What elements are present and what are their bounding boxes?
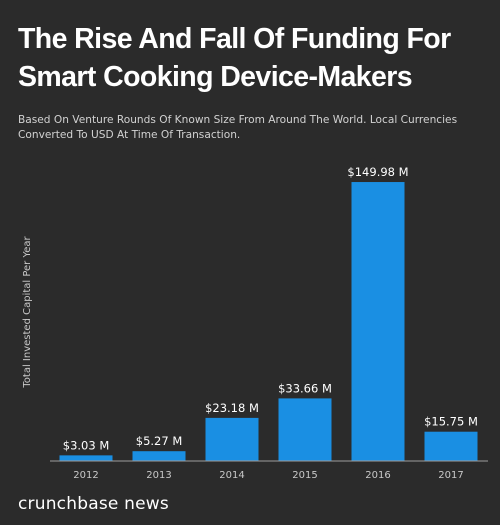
data-label-2012: $3.03 M — [63, 438, 110, 452]
bar-2015 — [278, 398, 332, 461]
x-tick-label-2017: 2017 — [438, 470, 463, 481]
chart-subtitle: Based On Venture Rounds Of Known Size Fr… — [18, 114, 458, 141]
x-tick-label-2014: 2014 — [219, 470, 244, 481]
data-label-2013: $5.27 M — [136, 434, 183, 448]
labels-layer: $3.03 M 2012 $5.27 M 2013 $23.18 M 2014 $33.66… — [63, 165, 478, 481]
data-label-2015: $33.66 M — [278, 381, 332, 395]
data-label-2017: $15.75 M — [424, 415, 478, 429]
brand-logo-text: crunchbase news — [18, 494, 169, 514]
x-tick-label-2012: 2012 — [73, 470, 98, 481]
data-label-2016: $149.98 M — [347, 165, 408, 179]
x-tick-label-2013: 2013 — [146, 470, 171, 481]
bar-2017 — [424, 431, 478, 461]
x-tick-label-2015: 2015 — [292, 470, 317, 481]
data-label-2014: $23.18 M — [205, 401, 259, 415]
chart-title: The Rise And Fall Of Funding For Smart C… — [18, 23, 451, 93]
bar-2012 — [59, 455, 113, 461]
bars-layer — [59, 182, 478, 461]
bar-2013 — [132, 451, 186, 461]
y-axis-label: Total Invested Capital Per Year — [22, 235, 33, 388]
bar-2014 — [205, 417, 259, 461]
x-tick-label-2016: 2016 — [365, 470, 390, 481]
bar-2016 — [351, 182, 405, 461]
